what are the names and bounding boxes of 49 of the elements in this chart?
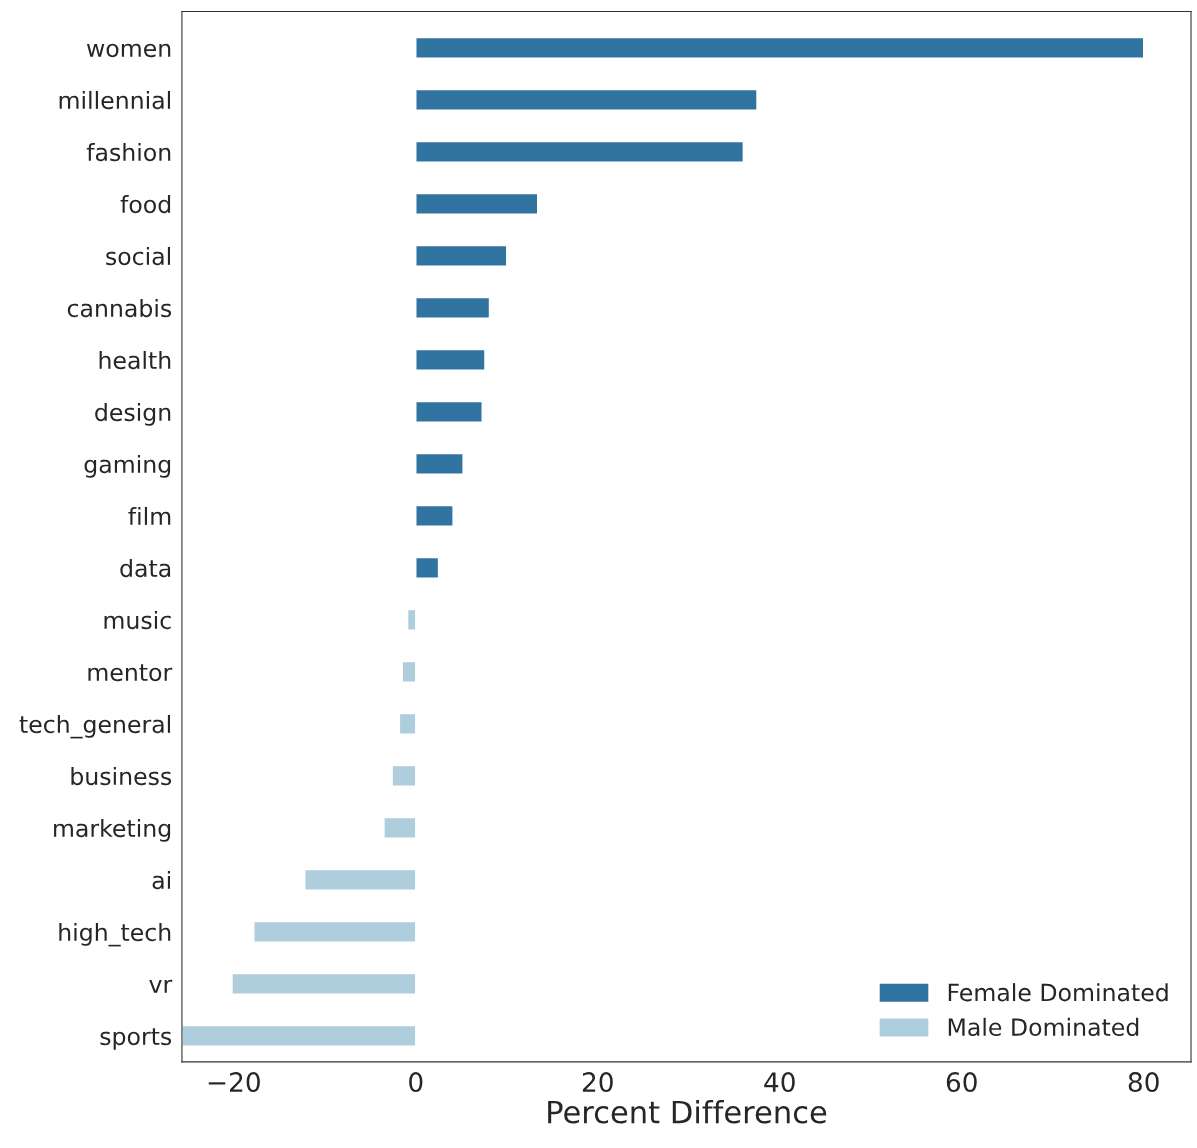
bar: [231, 972, 417, 995]
y-tick-label: design: [95, 402, 171, 426]
bar: [406, 608, 417, 631]
bar: [401, 660, 417, 683]
x-tick-label: −20: [208, 1072, 260, 1093]
bar: [415, 296, 491, 319]
x-axis-title: Percent Difference: [548, 1099, 827, 1124]
y-tick-label: tech_general: [19, 714, 170, 739]
y-tick-label: film: [128, 506, 171, 525]
y-tick-label: data: [120, 558, 171, 578]
y-tick-label: high_tech: [59, 922, 171, 947]
y-tick-label: music: [104, 610, 171, 630]
x-tick-label: 80: [1128, 1072, 1159, 1093]
y-tick-label: fashion: [86, 142, 171, 162]
y-tick-label: sports: [100, 1028, 172, 1050]
y-tick-label: business: [71, 766, 172, 786]
bar: [415, 452, 464, 475]
bar: [383, 816, 417, 839]
bar: [304, 868, 417, 891]
y-tick-label: health: [99, 350, 171, 370]
legend-label: Female Dominated: [948, 983, 1168, 1002]
y-tick-label: vr: [149, 979, 173, 993]
x-tick-label: 20: [582, 1072, 613, 1093]
y-tick-label: social: [106, 246, 171, 266]
bar: [415, 88, 758, 111]
x-tick-label: 40: [764, 1072, 795, 1093]
y-tick-label: millennial: [59, 90, 171, 110]
bar: [415, 504, 454, 527]
x-tick-label: 0: [409, 1072, 423, 1093]
y-tick-label: mentor: [88, 664, 173, 682]
bar: [398, 712, 417, 735]
y-tick-label: food: [120, 194, 171, 214]
bar: [415, 192, 539, 215]
bar: [415, 556, 440, 579]
bar: [415, 400, 483, 423]
bar: [181, 1024, 417, 1047]
bar: [415, 348, 486, 371]
bar: [415, 140, 745, 163]
legend-label: Male Dominated: [948, 1017, 1139, 1037]
y-tick-label: ai: [152, 870, 171, 890]
bar: [391, 764, 417, 787]
y-tick-label: marketing: [54, 818, 171, 842]
y-tick-label: cannabis: [67, 298, 172, 318]
bar: [253, 920, 417, 943]
y-tick-label: women: [86, 43, 171, 58]
y-tick-label: gaming: [84, 454, 171, 478]
bar: [415, 36, 1145, 59]
x-tick-label: 60: [946, 1072, 977, 1093]
bar: [415, 244, 508, 267]
